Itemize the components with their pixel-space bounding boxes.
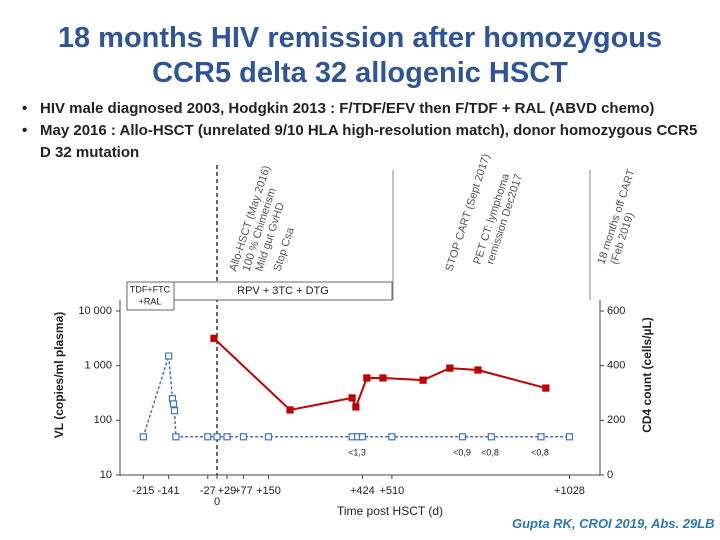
data-point: [565, 433, 574, 441]
data-point: [446, 364, 454, 372]
data-point: [170, 407, 179, 415]
data-point: [264, 433, 273, 441]
data-point: [388, 433, 396, 441]
bullet: May 2016 : Allo-HSCT (unrelated 9/10 HLA…: [22, 120, 702, 164]
data-point: [363, 374, 371, 382]
data-point: [213, 433, 221, 441]
data-point: [286, 406, 294, 414]
data-point: [169, 400, 178, 408]
data-point: [139, 433, 147, 441]
data-point: [537, 433, 545, 441]
treatment-label: RPV + 3TC + DTG: [237, 285, 329, 297]
x-tick-label: +510: [379, 485, 404, 497]
data-point: [542, 384, 550, 392]
series-line: [213, 337, 547, 412]
data-point: [474, 366, 482, 374]
bullet: HIV male diagnosed 2003, Hodgkin 2013 : …: [22, 98, 702, 120]
series-line: [142, 355, 570, 438]
data-point: [358, 433, 366, 441]
treatment-box: [173, 281, 393, 301]
x-tick-label: -27: [200, 485, 216, 497]
treatment-label: TDF+FTC: [130, 284, 171, 294]
y-tick-label: 1 000: [84, 360, 112, 372]
detection-label: <0,9: [453, 447, 471, 457]
data-point: [223, 433, 231, 441]
x-tick-label: 0: [214, 496, 220, 508]
x-tick-label: +424: [350, 485, 375, 497]
y2-tick-label: 200: [607, 414, 625, 426]
treatment-label: +RAL: [139, 296, 162, 306]
data-point: [379, 374, 387, 382]
x-tick-label: +29: [218, 485, 237, 497]
data-point: [458, 433, 467, 441]
data-point: [210, 334, 218, 342]
detection-label: <0,8: [531, 447, 549, 457]
y-axis-label: VL (copies/ml plasma): [52, 312, 66, 439]
x-tick-label: -215: [132, 485, 154, 497]
treatment-box: [126, 281, 175, 311]
y-tick-label: 10 000: [78, 305, 112, 317]
x-tick-label: +1028: [554, 485, 585, 497]
slide-title: 18 months HIV remission after homozygous: [57, 22, 663, 54]
y2-axis-label: CD4 count (cells/µL): [640, 317, 654, 433]
data-point: [348, 394, 356, 402]
data-point: [352, 403, 360, 411]
y-tick-label: 100: [94, 414, 112, 426]
detection-label: <1,3: [348, 447, 366, 457]
data-point: [487, 433, 495, 441]
data-point: [239, 433, 248, 441]
y2-tick-label: 0: [607, 469, 613, 481]
slide-title: CCR5 delta 32 allogenic HSCT: [152, 57, 568, 89]
y-tick-label: 10: [100, 469, 112, 481]
data-point: [204, 433, 212, 441]
detection-label: <0,8: [481, 447, 499, 457]
data-point: [419, 376, 427, 384]
y2-tick-label: 600: [607, 305, 625, 317]
citation: Gupta RK, CROI 2019, Abs. 29LB: [512, 516, 715, 531]
y2-tick-label: 400: [607, 360, 625, 372]
x-tick-label: +77: [234, 485, 253, 497]
x-tick-label: -141: [158, 485, 180, 497]
data-point: [172, 433, 180, 441]
data-point: [165, 352, 173, 360]
x-axis-label: Time post HSCT (d): [337, 504, 443, 518]
x-tick-label: +150: [256, 485, 281, 497]
bullet-list: HIV male diagnosed 2003, Hodgkin 2013 : …: [22, 98, 702, 164]
